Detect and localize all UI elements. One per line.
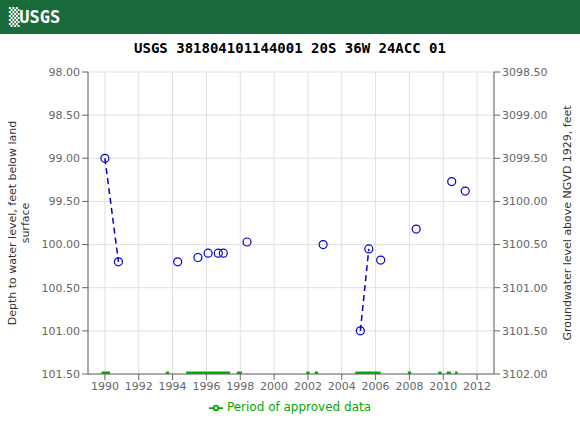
svg-text:1996: 1996 — [192, 380, 220, 393]
svg-text:2010: 2010 — [429, 380, 457, 393]
svg-text:1992: 1992 — [125, 380, 153, 393]
svg-text:1998: 1998 — [226, 380, 254, 393]
svg-text:3098.50: 3098.50 — [502, 66, 548, 79]
svg-text:100.50: 100.50 — [42, 282, 81, 295]
html-text:Period of approved data: Period of approved data — [226, 400, 372, 414]
svg-text:3099.50: 3099.50 — [502, 152, 548, 165]
html-text:USGS 381804101144001 20S 36W 2: USGS 381804101144001 20S 36W 24ACC 01 — [134, 40, 446, 56]
svg-text:98.00: 98.00 — [49, 66, 81, 79]
svg-text:100.00: 100.00 — [42, 238, 81, 251]
svg-text:1994: 1994 — [159, 380, 187, 393]
svg-text:2002: 2002 — [294, 380, 322, 393]
svg-text:3102.00: 3102.00 — [502, 368, 548, 381]
svg-text:2008: 2008 — [395, 380, 423, 393]
svg-text:3101.00: 3101.00 — [502, 282, 548, 295]
svg-text:99.50: 99.50 — [49, 195, 81, 208]
svg-text:2000: 2000 — [260, 380, 288, 393]
svg-text:3101.50: 3101.50 — [502, 325, 548, 338]
svg-text:3100.50: 3100.50 — [502, 238, 548, 251]
svg-text:101.50: 101.50 — [42, 368, 81, 381]
svg-text:3100.00: 3100.00 — [502, 195, 548, 208]
svg-text:3099.00: 3099.00 — [502, 109, 548, 122]
svg-text:101.00: 101.00 — [42, 325, 81, 338]
html-text:Depth to water level, feet bel: Depth to water level, feet below land su… — [6, 120, 32, 326]
html-text:▒USGS: ▒USGS — [9, 7, 61, 27]
html-text:Groundwater level above NGVD 1: Groundwater level above NGVD 1929, feet — [560, 105, 574, 341]
svg-text:2012: 2012 — [463, 380, 491, 393]
svg-text:2004: 2004 — [328, 380, 356, 393]
svg-text:2006: 2006 — [362, 380, 390, 393]
svg-text:98.50: 98.50 — [49, 109, 81, 122]
svg-text:99.00: 99.00 — [49, 152, 81, 165]
svg-text:1990: 1990 — [91, 380, 119, 393]
